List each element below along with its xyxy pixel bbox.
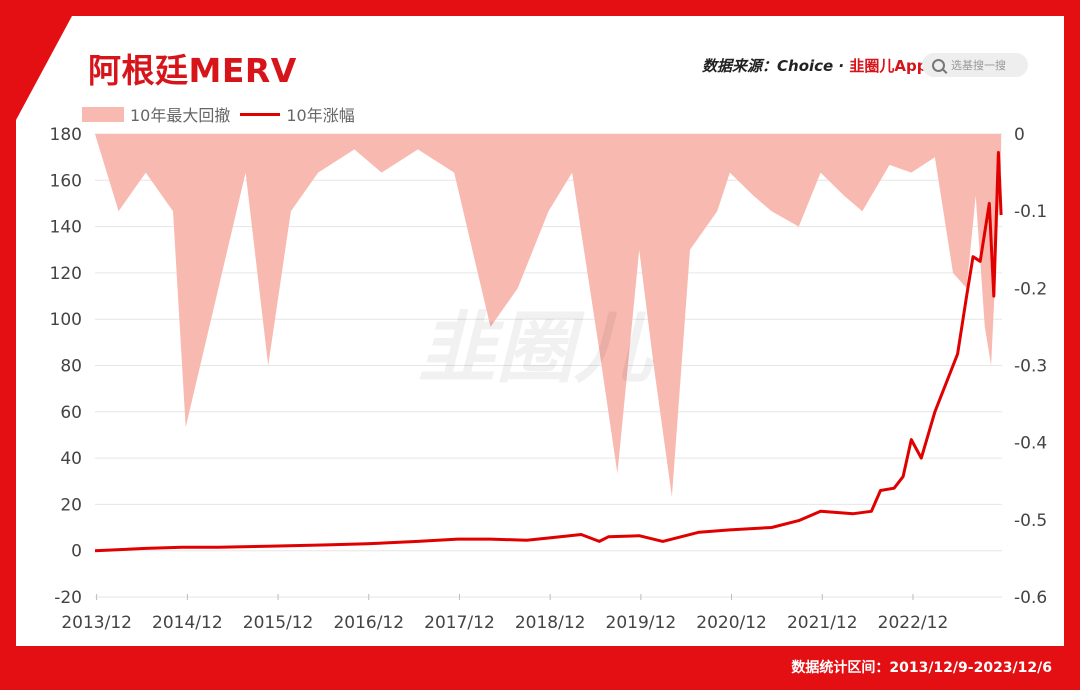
- chart-legend: 10年最大回撤 10年涨幅: [82, 102, 355, 126]
- y-left-tick-label: 180: [50, 125, 82, 145]
- legend-line-swatch: [240, 112, 281, 116]
- y-right-tick-label: -0.1: [1014, 202, 1047, 222]
- y-left-tick-label: 140: [50, 218, 82, 238]
- drawdown-area: [95, 134, 1002, 497]
- data-source: 数据来源：Choice · 韭圈儿App: [702, 55, 927, 76]
- y-right-tick-label: -0.6: [1014, 588, 1047, 608]
- x-axis: 2013/12 2014/12 2015/12 2016/12 2017/12 2018/…: [61, 594, 948, 633]
- watermark: 韭圈儿: [418, 304, 655, 394]
- gain-line: [94, 151, 1003, 553]
- brand-logo: 韭圈儿App: [849, 57, 928, 75]
- x-tick-label: 2021/12: [787, 613, 858, 633]
- x-tick-label: 2019/12: [606, 613, 677, 633]
- x-tick-label: 2020/12: [696, 613, 767, 633]
- y-right-tick-label: -0.2: [1014, 279, 1047, 299]
- gain-line-path: [94, 151, 1003, 553]
- search-placeholder: 选基搜一搜: [951, 59, 1006, 72]
- legend-item-drawdown: 10年最大回撤: [130, 106, 231, 125]
- y-axis-right: 0 -0.1 -0.2 -0.3 -0.4 -0.5 -0.6: [1014, 125, 1047, 608]
- legend-item-gain: 10年涨幅: [286, 106, 355, 125]
- x-tick-label: 2022/12: [878, 613, 949, 633]
- x-tick-label: 2013/12: [61, 613, 132, 633]
- y-right-tick-label: -0.4: [1014, 434, 1047, 454]
- y-left-tick-label: 0: [71, 542, 82, 562]
- x-tick-label: 2015/12: [243, 613, 314, 633]
- x-tick-label: 2014/12: [152, 613, 223, 633]
- corner-decoration: [16, 16, 72, 120]
- data-source-prefix: 数据来源：Choice ·: [702, 57, 850, 75]
- legend-area-swatch: [82, 106, 124, 122]
- y-left-tick-label: 40: [60, 449, 82, 469]
- y-left-tick-label: 80: [60, 357, 82, 377]
- search-icon: [932, 58, 945, 72]
- x-tick-label: 2016/12: [333, 613, 404, 633]
- y-right-tick-label: -0.3: [1014, 357, 1047, 377]
- x-tick-label: 2018/12: [515, 613, 586, 633]
- y-left-tick-label: 160: [50, 171, 82, 191]
- x-tick-label: 2017/12: [424, 613, 495, 633]
- search-input[interactable]: 选基搜一搜: [922, 53, 1028, 77]
- y-left-tick-label: -20: [54, 588, 82, 608]
- y-right-tick-label: -0.5: [1014, 511, 1047, 531]
- drawdown-area-path: [95, 134, 1002, 497]
- page-title: 阿根廷MERV: [88, 51, 297, 90]
- y-left-tick-label: 60: [60, 403, 82, 423]
- y-left-tick-label: 120: [50, 264, 82, 284]
- y-left-tick-label: 100: [50, 310, 82, 330]
- y-right-tick-label: 0: [1014, 125, 1025, 145]
- y-left-tick-label: 20: [60, 495, 82, 515]
- y-axis-left: 180 160 140 120 100 80 60 40 20 0 -20: [50, 125, 82, 608]
- date-range: 数据统计区间：2013/12/9-2023/12/6: [791, 660, 1052, 676]
